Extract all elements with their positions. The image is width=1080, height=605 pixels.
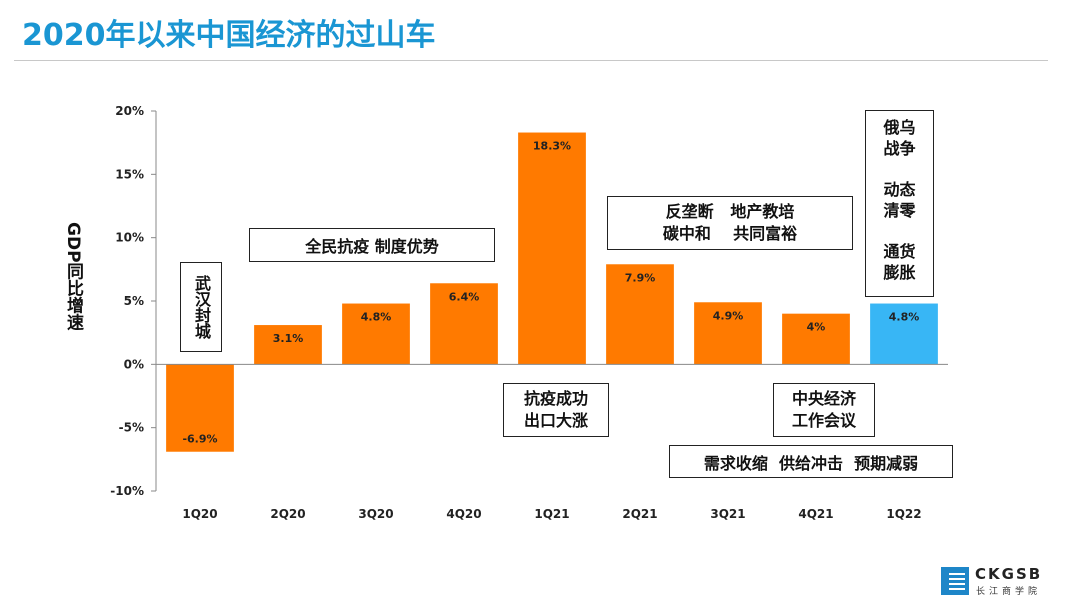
- x-tick-label: 4Q20: [446, 507, 481, 521]
- y-tick-label: 15%: [115, 167, 144, 181]
- annotation-central-conference: 中央经济 工作会议: [773, 383, 875, 437]
- y-axis-label: GDP同比增速: [63, 222, 83, 331]
- bar-value-label: 6.4%: [449, 290, 480, 303]
- bar-value-label: 3.1%: [273, 332, 304, 345]
- y-tick-label: -10%: [110, 484, 144, 498]
- x-tick-label: 1Q20: [182, 507, 217, 521]
- bar-value-label: 4.8%: [361, 311, 392, 324]
- x-tick-label: 3Q21: [710, 507, 745, 521]
- bar: [782, 313, 850, 365]
- x-tick-label: 2Q21: [622, 507, 657, 521]
- logo-text-cn: 长江商学院: [976, 587, 1042, 597]
- ckgsb-logo: CKGSB 长江商学院: [941, 565, 1051, 597]
- bar-value-label: 18.3%: [533, 140, 571, 153]
- y-tick-label: 5%: [124, 294, 144, 308]
- y-tick-label: -5%: [119, 421, 144, 435]
- annotation-regulation: 反垄断 地产教培 碳中和 共同富裕: [607, 196, 853, 250]
- x-tick-label: 1Q22: [886, 507, 921, 521]
- bar: [254, 325, 322, 365]
- logo-text-en: CKGSB: [975, 565, 1043, 583]
- bar: [166, 364, 234, 452]
- bar: [694, 302, 762, 365]
- title-divider: [14, 60, 1048, 61]
- annotation-epidemic-success: 抗疫成功 出口大涨: [503, 383, 609, 437]
- y-tick-label: 10%: [115, 231, 144, 245]
- x-tick-label: 4Q21: [798, 507, 833, 521]
- annotation-1q22-factors: 俄乌 战争 动态 清零 通货 膨胀: [865, 110, 934, 297]
- x-tick-label: 1Q21: [534, 507, 569, 521]
- bar: [342, 303, 410, 365]
- y-tick-label: 0%: [124, 357, 144, 371]
- ckgsb-logo-mark-icon: [941, 567, 969, 595]
- annotation-wuhan-lockdown: 武汉封城: [180, 262, 222, 352]
- annotation-triple-pressure: 需求收缩 供给冲击 预期减弱: [669, 445, 953, 478]
- bar-value-label: 4.8%: [889, 311, 920, 324]
- bar: [870, 303, 938, 365]
- bar: [430, 283, 498, 365]
- page-title: 2020年以来中国经济的过山车: [22, 18, 436, 53]
- x-tick-label: 2Q20: [270, 507, 305, 521]
- bar: [606, 264, 674, 365]
- annotation-nationwide-fight: 全民抗疫 制度优势: [249, 228, 495, 262]
- bar-value-label: -6.9%: [182, 433, 217, 446]
- bar-value-label: 4.9%: [713, 309, 744, 322]
- bar-value-label: 7.9%: [625, 271, 656, 284]
- bar-value-label: 4%: [807, 321, 826, 334]
- bar: [518, 132, 586, 365]
- y-tick-label: 20%: [115, 104, 144, 118]
- x-tick-label: 3Q20: [358, 507, 393, 521]
